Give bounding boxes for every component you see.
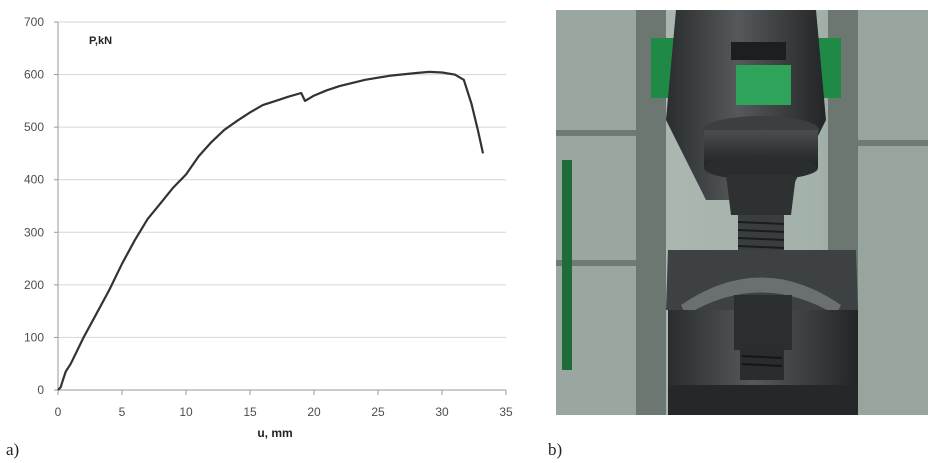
x-tick-label-10: 10 xyxy=(179,405,193,419)
x-tick-label-5: 5 xyxy=(119,405,126,419)
panel-label-b: b) xyxy=(548,440,563,459)
x-tick-label-20: 20 xyxy=(307,405,321,419)
y-axis-ticks: 0 100 200 300 400 500 600 700 xyxy=(24,15,58,397)
specimen-in-testing-machine-photo xyxy=(556,10,928,415)
x-tick-label-35: 35 xyxy=(499,405,513,419)
y-tick-label-500: 500 xyxy=(24,120,44,134)
y-tick-label-700: 700 xyxy=(24,15,44,29)
y-axis-label: P,kN xyxy=(89,35,112,47)
load-displacement-chart: 0 100 200 300 400 500 600 700 0 5 10 15 20 25 30 35 P,… xyxy=(24,15,513,440)
series-line-0 xyxy=(57,70,485,391)
x-tick-label-15: 15 xyxy=(243,405,257,419)
y-tick-label-0: 0 xyxy=(37,383,44,397)
x-tick-label-0: 0 xyxy=(55,405,62,419)
y-tick-label-600: 600 xyxy=(24,68,44,82)
y-tick-label-200: 200 xyxy=(24,278,44,292)
y-tick-label-400: 400 xyxy=(24,173,44,187)
x-tick-label-25: 25 xyxy=(371,405,385,419)
y-tick-label-100: 100 xyxy=(24,330,44,344)
grid-lines xyxy=(58,21,506,338)
series-group xyxy=(57,70,485,391)
y-tick-label-300: 300 xyxy=(24,225,44,239)
panel-label-a: a) xyxy=(6,440,20,459)
x-axis-ticks: 0 5 10 15 20 25 30 35 xyxy=(55,390,513,419)
x-tick-label-30: 30 xyxy=(435,405,449,419)
x-axis-label: u, mm xyxy=(257,426,292,440)
